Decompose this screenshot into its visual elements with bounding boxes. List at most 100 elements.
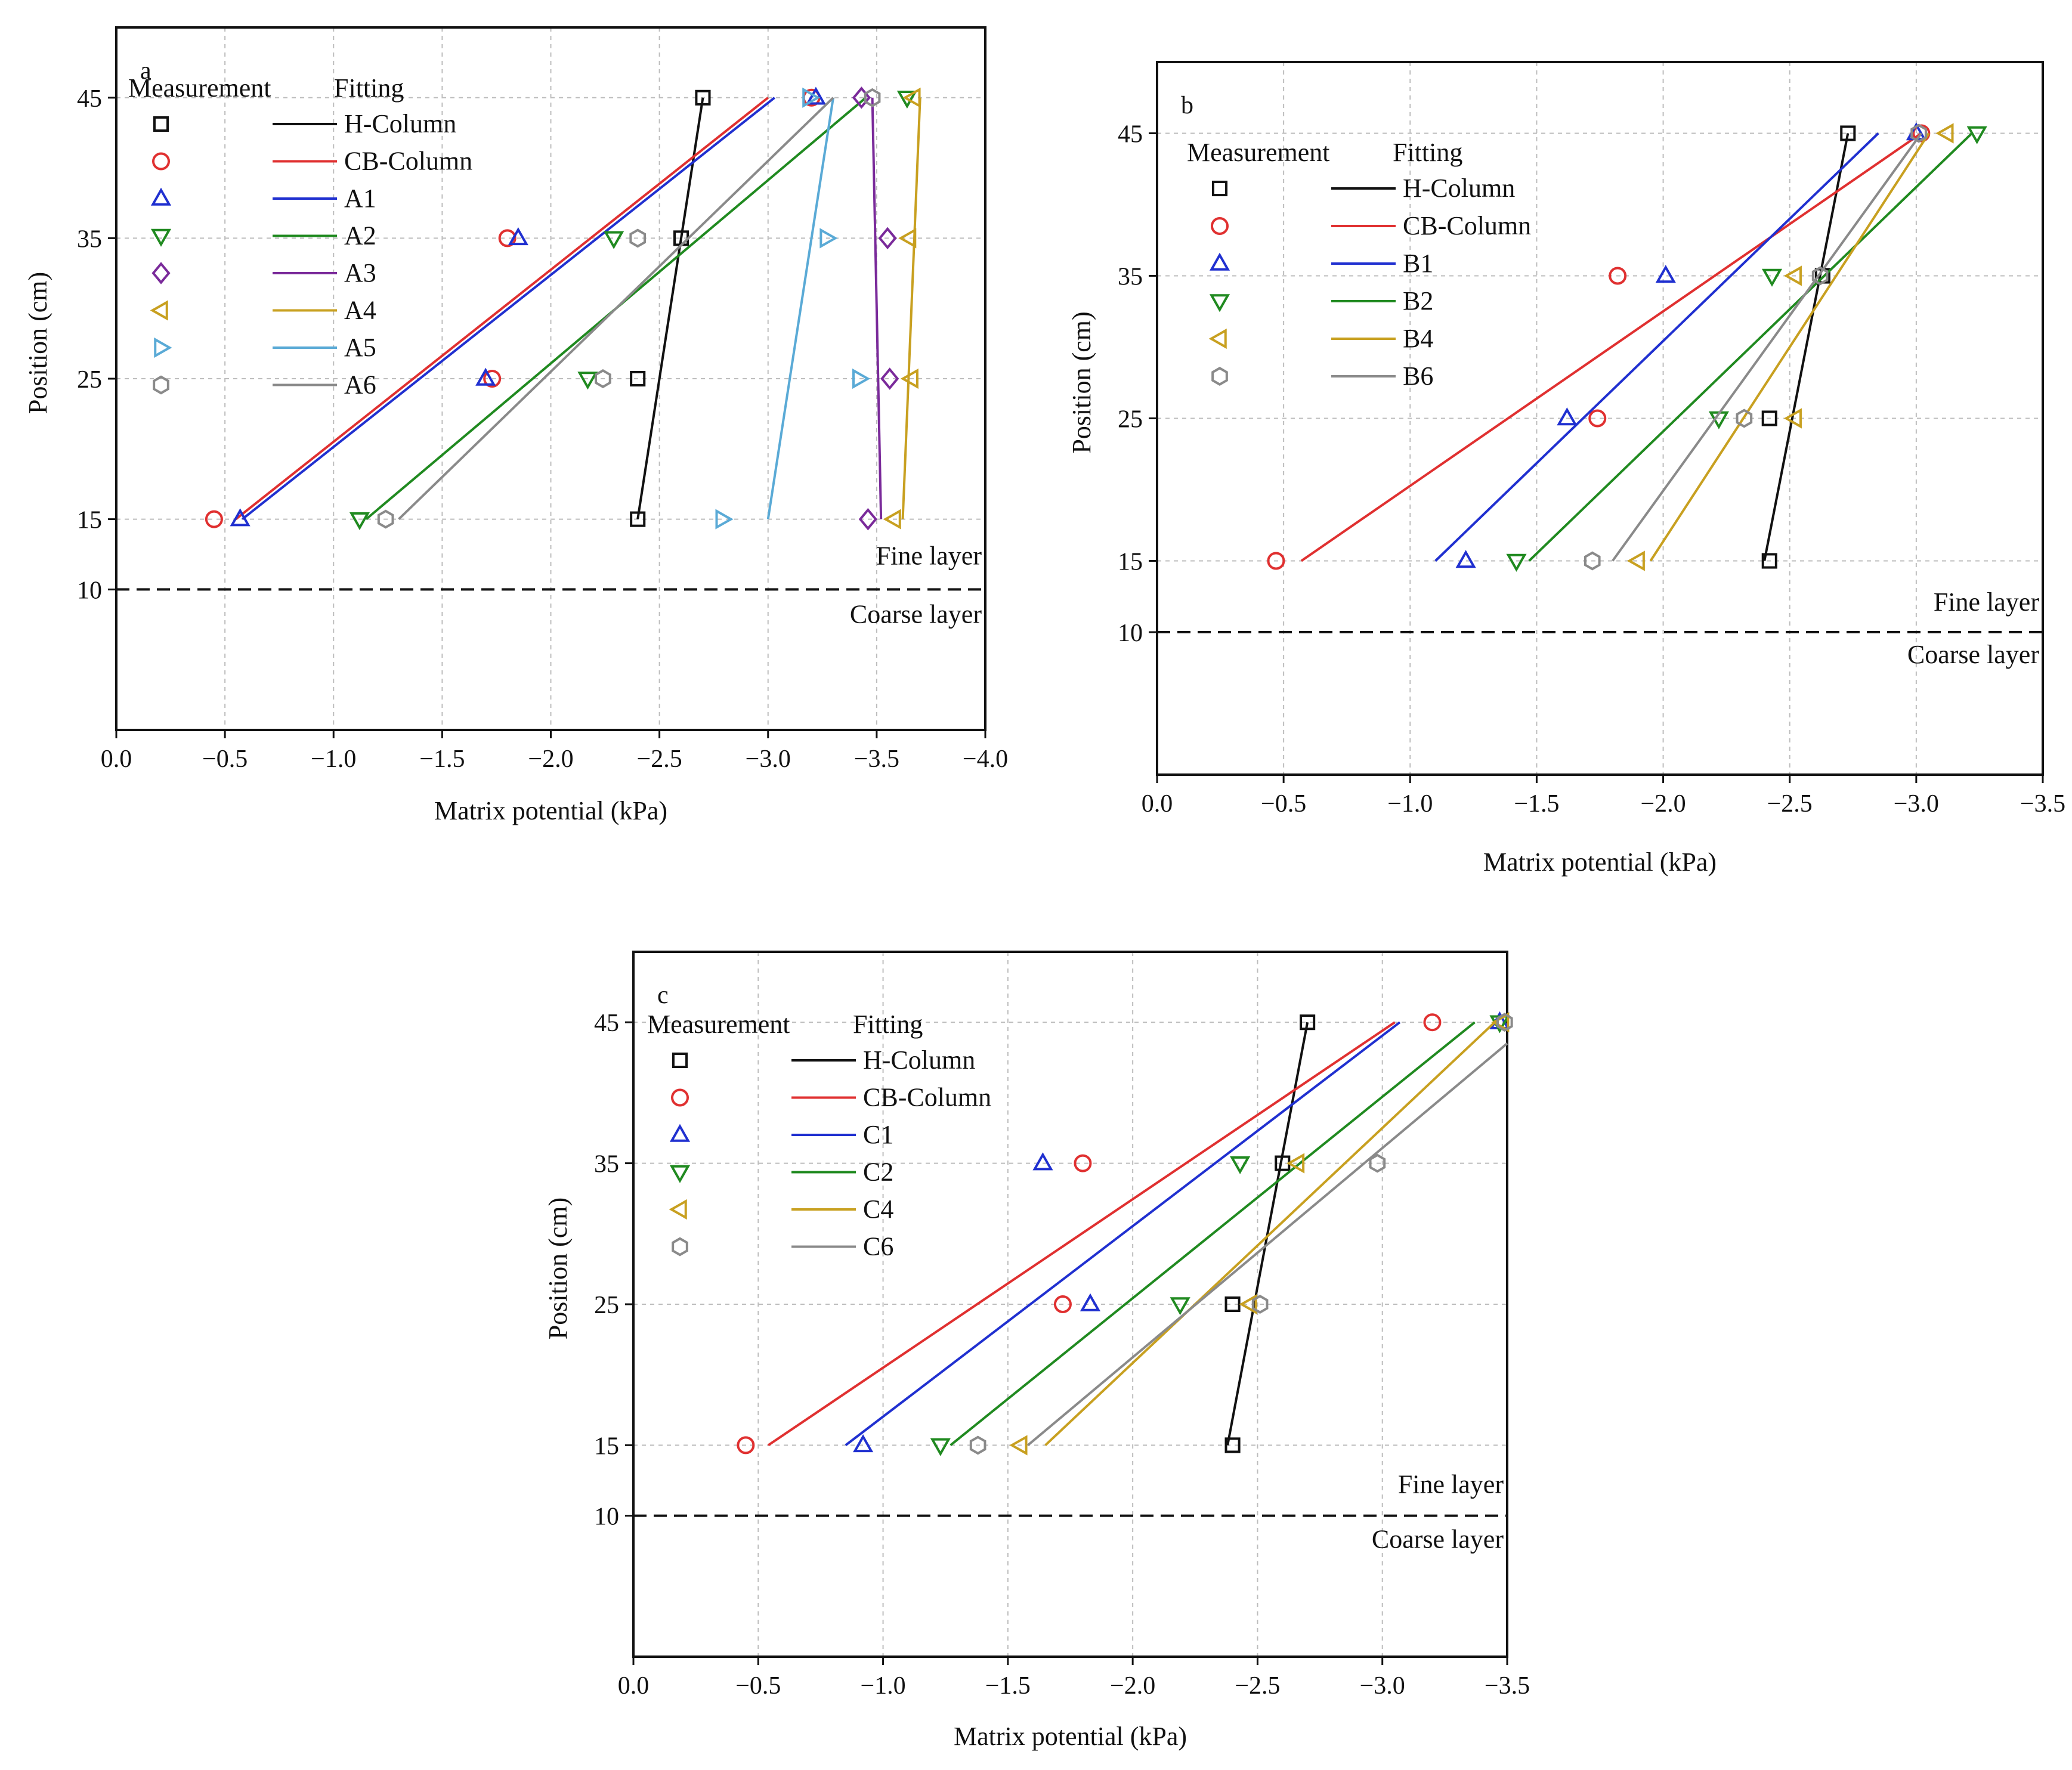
y-tick-label: 35 bbox=[77, 225, 102, 253]
x-tick-label: −1.0 bbox=[860, 1672, 905, 1700]
legend-marker bbox=[672, 1052, 688, 1069]
data-point bbox=[1840, 125, 1856, 141]
x-tick-label: −2.5 bbox=[1767, 790, 1813, 818]
data-point bbox=[1300, 1014, 1316, 1031]
series-H-Column bbox=[1224, 1014, 1316, 1453]
data-point bbox=[930, 1438, 951, 1456]
data-point bbox=[1655, 265, 1676, 283]
data-point bbox=[1287, 1153, 1305, 1174]
y-axis-title: Position (cm) bbox=[1067, 311, 1096, 453]
data-point bbox=[1736, 409, 1753, 428]
legend-label: A3 bbox=[344, 258, 376, 287]
x-tick-label: 0.0 bbox=[101, 745, 132, 773]
legend-label: C1 bbox=[863, 1120, 893, 1149]
legend-label: B4 bbox=[1403, 324, 1433, 353]
legend-marker bbox=[669, 1199, 687, 1220]
data-point bbox=[205, 510, 223, 528]
legend-label: H-Column bbox=[1403, 174, 1515, 203]
x-tick-label: −0.5 bbox=[1261, 790, 1306, 818]
data-point bbox=[1251, 1295, 1269, 1314]
data-point bbox=[1761, 553, 1777, 569]
legend-label: A2 bbox=[344, 221, 376, 250]
legend-marker bbox=[672, 1237, 688, 1257]
y-tick-label: 45 bbox=[77, 85, 102, 113]
legend-label: H-Column bbox=[863, 1045, 975, 1075]
data-point bbox=[896, 91, 917, 109]
data-point bbox=[737, 1436, 755, 1455]
data-point bbox=[230, 508, 251, 527]
data-point bbox=[1496, 1013, 1513, 1032]
legend-label: C2 bbox=[863, 1158, 893, 1187]
x-tick-label: −3.0 bbox=[1894, 790, 1939, 818]
fit-line bbox=[242, 97, 775, 521]
data-point bbox=[1935, 123, 1954, 144]
fit-line bbox=[1763, 133, 1850, 561]
series-C6 bbox=[969, 1013, 1513, 1455]
legend-header-fitting: Fitting bbox=[1393, 138, 1462, 167]
legend-marker bbox=[152, 152, 170, 171]
y-tick-label: 35 bbox=[1118, 264, 1143, 291]
coarse-layer-label: Coarse layer bbox=[1907, 640, 2039, 669]
legend-label: A5 bbox=[344, 333, 376, 362]
data-point bbox=[629, 228, 647, 248]
data-point bbox=[1811, 266, 1829, 286]
coarse-layer-label: Coarse layer bbox=[1372, 1525, 1504, 1554]
x-tick-label: −3.0 bbox=[1360, 1672, 1405, 1700]
y-tick-label: 15 bbox=[1118, 549, 1143, 576]
fit-line bbox=[871, 97, 883, 519]
series-A6 bbox=[377, 88, 881, 529]
series-CB-Column bbox=[737, 1013, 1442, 1455]
legend-label: B1 bbox=[1403, 249, 1433, 278]
fit-line bbox=[1300, 132, 1922, 562]
fit-line bbox=[398, 97, 834, 521]
fit-line bbox=[845, 1021, 1401, 1446]
fit-line bbox=[235, 97, 769, 521]
data-point bbox=[595, 369, 611, 388]
legend-header-fitting: Fitting bbox=[334, 73, 404, 103]
x-tick-label: −0.5 bbox=[202, 745, 248, 773]
data-point bbox=[969, 1435, 986, 1455]
y-tick-label: 45 bbox=[594, 1010, 619, 1037]
chart-panel-a: 0.0 −0.5 −1.0 −1.5 −2.0 −2.5 −3.0 −3.5 −4.0 10 15 2… bbox=[23, 26, 1008, 825]
data-point bbox=[1170, 1297, 1190, 1316]
series-B4 bbox=[1626, 123, 1954, 571]
legend-header-fitting: Fitting bbox=[853, 1010, 923, 1039]
series-A5 bbox=[715, 87, 871, 530]
data-point bbox=[864, 88, 881, 107]
fit-line bbox=[636, 97, 704, 519]
data-point bbox=[878, 227, 897, 250]
x-tick-label: −2.5 bbox=[637, 745, 682, 773]
data-point bbox=[1009, 1435, 1028, 1456]
x-tick-label: −4.0 bbox=[963, 745, 1008, 773]
legend-marker bbox=[1209, 252, 1230, 271]
legend-marker bbox=[671, 1088, 689, 1107]
y-tick-label: 15 bbox=[77, 507, 102, 534]
legend-marker bbox=[669, 1124, 691, 1142]
data-point bbox=[1910, 123, 1927, 143]
data-point bbox=[1506, 553, 1527, 572]
data-point bbox=[630, 370, 646, 387]
legend-label: H-Column bbox=[344, 109, 456, 138]
data-point bbox=[1626, 550, 1645, 571]
legend-marker bbox=[153, 116, 169, 132]
data-point bbox=[1584, 551, 1601, 571]
legend-label: B2 bbox=[1403, 286, 1433, 315]
legend-header-measurement: Measurement bbox=[128, 73, 271, 103]
y-tick-label: 35 bbox=[594, 1151, 619, 1178]
x-tick-label: −2.0 bbox=[1110, 1672, 1155, 1700]
x-tick-label: −3.5 bbox=[2020, 790, 2065, 818]
x-tick-label: −2.0 bbox=[1640, 790, 1686, 818]
data-point bbox=[819, 228, 838, 249]
grid-lines bbox=[633, 952, 1507, 1657]
data-point bbox=[483, 370, 502, 388]
data-point bbox=[508, 227, 528, 246]
data-point bbox=[1588, 409, 1607, 428]
series-A4 bbox=[883, 87, 921, 530]
legend-marker bbox=[669, 1165, 691, 1183]
data-point bbox=[805, 86, 826, 105]
legend-marker bbox=[1211, 180, 1228, 197]
x-tick-label: −1.0 bbox=[311, 745, 356, 773]
panel-label: b bbox=[1181, 92, 1193, 119]
